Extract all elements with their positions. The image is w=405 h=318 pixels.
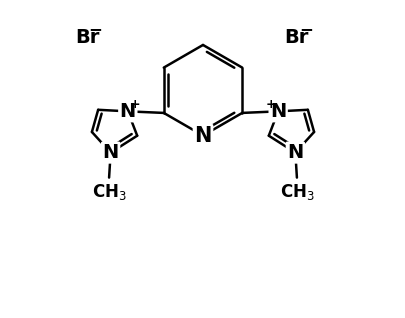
Text: N: N: [286, 143, 303, 162]
Text: Br: Br: [75, 28, 99, 47]
Text: N: N: [119, 102, 136, 121]
Text: +: +: [129, 98, 140, 111]
Text: CH$_3$: CH$_3$: [279, 182, 313, 202]
Text: −: −: [88, 20, 102, 38]
Text: CH$_3$: CH$_3$: [92, 182, 126, 202]
Text: +: +: [265, 98, 276, 111]
Text: −: −: [298, 20, 312, 38]
Text: N: N: [194, 126, 211, 146]
Text: N: N: [102, 143, 119, 162]
Text: Br: Br: [284, 28, 308, 47]
Text: N: N: [269, 102, 286, 121]
